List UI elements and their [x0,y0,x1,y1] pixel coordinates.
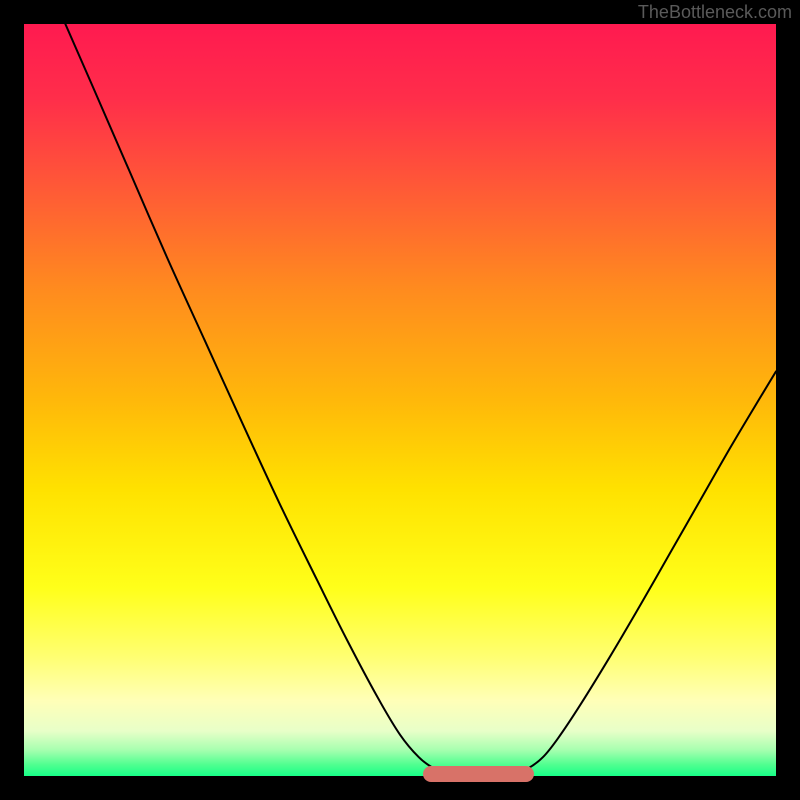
optimal-range-marker [423,766,534,782]
plot-area [24,24,776,776]
bottleneck-curve [24,24,776,776]
watermark-text: TheBottleneck.com [638,2,792,23]
chart-container: TheBottleneck.com [0,0,800,800]
